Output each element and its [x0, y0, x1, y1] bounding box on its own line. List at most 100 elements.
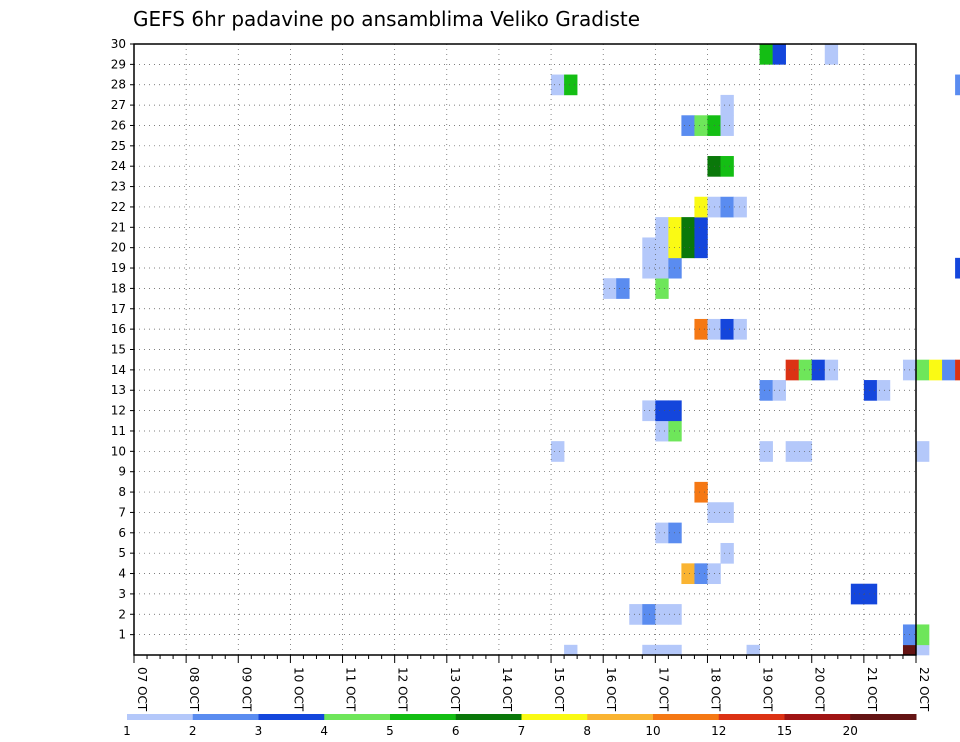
data-cell: [955, 257, 960, 279]
data-cell: [863, 380, 878, 401]
y-tick-label: 17: [111, 302, 126, 316]
data-cell: [694, 217, 708, 238]
data-cell: [564, 74, 578, 96]
data-cell: [629, 604, 643, 625]
data-cell: [720, 115, 734, 136]
data-cell: [642, 400, 656, 422]
data-cell: [902, 644, 917, 656]
data-cell: [642, 644, 656, 656]
data-cell: [876, 380, 891, 401]
grid-layer: [134, 44, 916, 655]
y-tick-label: 25: [111, 139, 126, 153]
x-tick-label: 07 OCT: [135, 667, 149, 712]
y-tick-label: 21: [111, 220, 126, 234]
data-cell: [655, 420, 669, 442]
y-tick-label: 5: [118, 546, 126, 560]
y-tick-label: 10: [111, 444, 126, 458]
data-cell: [759, 441, 773, 462]
data-cell: [681, 217, 695, 238]
legend-swatch: [455, 714, 522, 720]
legend-swatch: [784, 714, 851, 720]
data-cell: [720, 502, 734, 523]
data-cell: [694, 318, 708, 340]
data-cell: [733, 196, 747, 218]
data-cell: [824, 44, 839, 65]
data-cell: [655, 237, 669, 259]
legend-label: 7: [518, 724, 526, 738]
y-tick-label: 11: [111, 424, 126, 438]
data-cell: [720, 542, 734, 564]
y-tick-label: 28: [111, 78, 126, 92]
y-tick-label: 7: [118, 505, 126, 519]
y-tick-label: 27: [111, 98, 126, 112]
x-tick-label: 13 OCT: [448, 667, 462, 712]
y-axis: 1234567891011121314151617181920212223242…: [111, 37, 134, 642]
data-cell: [785, 441, 799, 462]
data-cell: [681, 115, 695, 136]
data-cell: [655, 400, 669, 422]
legend-swatch: [653, 714, 720, 720]
data-cell: [955, 74, 960, 96]
data-cell: [694, 237, 708, 259]
legend-swatch: [324, 714, 391, 720]
data-cell: [655, 217, 669, 238]
y-tick-label: 9: [118, 465, 126, 479]
y-tick-label: 14: [111, 363, 126, 377]
data-cell: [668, 522, 682, 544]
y-tick-label: 15: [111, 343, 126, 357]
x-axis: 07 OCT 08 OCT 09 OCT 10 OCT 11 OCT 12 OCT 13 O…: [133, 655, 931, 712]
data-cell: [655, 278, 669, 299]
data-cell: [955, 359, 960, 381]
y-tick-label: 22: [111, 200, 126, 214]
x-tick-label: 22 OCT: [917, 667, 931, 712]
x-tick-label: 12 OCT: [396, 667, 410, 712]
y-tick-label: 2: [118, 607, 126, 621]
legend-label: 3: [255, 724, 263, 738]
x-tick-label: 11 OCT: [344, 667, 358, 712]
data-cell: [694, 196, 708, 218]
data-cell: [668, 217, 682, 238]
data-cell: [668, 604, 682, 625]
data-cell: [942, 359, 956, 381]
y-tick-label: 24: [111, 159, 126, 173]
data-cell: [616, 278, 630, 299]
cells-layer: [551, 44, 960, 656]
data-cell: [824, 359, 839, 381]
legend-swatch: [258, 714, 325, 720]
y-tick-label: 6: [118, 526, 126, 540]
x-tick-label: 18 OCT: [708, 667, 722, 712]
legend-label: 8: [583, 724, 591, 738]
data-cell: [642, 257, 656, 279]
legend-label: 12: [711, 724, 726, 738]
legend-label: 6: [452, 724, 460, 738]
data-cell: [668, 400, 682, 422]
data-cell: [916, 644, 930, 656]
data-cell: [668, 644, 682, 656]
data-cell: [681, 563, 695, 585]
legend-swatch: [718, 714, 785, 720]
data-cell: [863, 583, 878, 605]
y-tick-label: 29: [111, 57, 126, 71]
y-tick-label: 8: [118, 485, 126, 499]
legend-swatch: [192, 714, 259, 720]
data-cell: [916, 359, 930, 381]
y-tick-label: 20: [111, 241, 126, 255]
data-cell: [668, 420, 682, 442]
chart-title: GEFS 6hr padavine po ansamblima Veliko G…: [133, 7, 640, 31]
data-cell: [798, 441, 813, 462]
data-cell: [681, 237, 695, 259]
data-cell: [720, 156, 734, 177]
x-tick-label: 09 OCT: [239, 667, 253, 712]
data-cell: [720, 196, 734, 218]
legend-swatch: [127, 714, 194, 720]
data-cell: [929, 359, 943, 381]
y-tick-label: 16: [111, 322, 126, 336]
x-tick-label: 16 OCT: [604, 667, 618, 712]
color-legend: 1 2 3 4 5 6 7 8 10 12 15 20: [123, 714, 917, 738]
data-cell: [759, 380, 773, 401]
y-tick-label: 18: [111, 281, 126, 295]
data-cell: [551, 441, 565, 462]
data-cell: [564, 644, 578, 656]
data-cell: [655, 522, 669, 544]
y-tick-label: 26: [111, 118, 126, 132]
